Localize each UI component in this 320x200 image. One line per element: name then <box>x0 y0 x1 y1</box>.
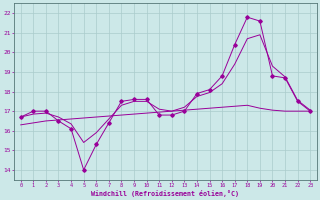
X-axis label: Windchill (Refroidissement éolien,°C): Windchill (Refroidissement éolien,°C) <box>92 190 239 197</box>
